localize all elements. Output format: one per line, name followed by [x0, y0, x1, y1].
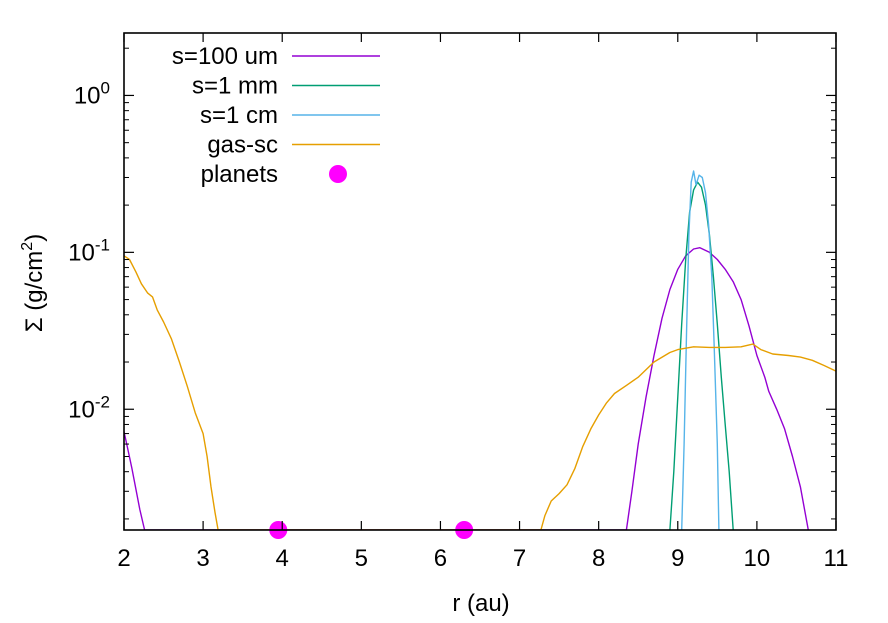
- legend-label-planets: planets: [201, 161, 278, 188]
- legend-marker-planets: [329, 165, 347, 183]
- series-line-gas-sc: [124, 255, 836, 530]
- label-layer: r (au) Σ (g/cm2): [19, 234, 510, 617]
- x-tick-label-8: 8: [592, 545, 605, 572]
- x-tick-label-4: 4: [276, 545, 289, 572]
- x-tick-label-6: 6: [434, 545, 447, 572]
- plot-area: [124, 170, 836, 530]
- y-tick-label-exponent: -2: [95, 392, 110, 411]
- plot-frame: [123, 32, 837, 531]
- y-tick-label-base: 10: [68, 396, 95, 423]
- y-tick-label-exponent: 0: [101, 78, 110, 97]
- series-line-s-1-mm: [669, 181, 734, 530]
- x-axis-label: r (au): [452, 590, 509, 617]
- series-layer: [124, 170, 836, 539]
- x-tick-label-9: 9: [671, 545, 684, 572]
- x-tick-label-10: 10: [744, 545, 771, 572]
- legend-label-s-1-cm: s=1 cm: [200, 102, 278, 129]
- y-tick-label-base: 10: [68, 239, 95, 266]
- x-tick-label-3: 3: [196, 545, 209, 572]
- y-tick-label-exponent: -1: [95, 235, 110, 254]
- axes-layer: [123, 32, 837, 531]
- x-tick-label-7: 7: [513, 545, 526, 572]
- x-tick-label-5: 5: [355, 545, 368, 572]
- legend-label-s-1-mm: s=1 mm: [192, 73, 278, 100]
- y-tick-label: 10-2: [68, 392, 110, 423]
- y-axis-label-exponent: 2: [19, 242, 36, 251]
- y-axis-label-end: ): [21, 234, 48, 242]
- legend-label-gas-sc: gas-sc: [207, 132, 278, 159]
- x-tick-label-2: 2: [117, 545, 130, 572]
- y-tick-label: 100: [74, 78, 110, 109]
- y-tick-label: 10-1: [68, 235, 110, 266]
- x-tick-label-11: 11: [824, 545, 849, 572]
- series-line-s-100-um: [124, 247, 809, 530]
- y-axis-label-main: Σ (g/cm: [21, 251, 48, 333]
- legend-label-s-100-um: s=100 um: [172, 43, 278, 70]
- y-axis-label: Σ (g/cm2): [19, 234, 48, 332]
- series-line-s-1-cm: [681, 170, 720, 530]
- y-tick-label-base: 10: [74, 82, 101, 109]
